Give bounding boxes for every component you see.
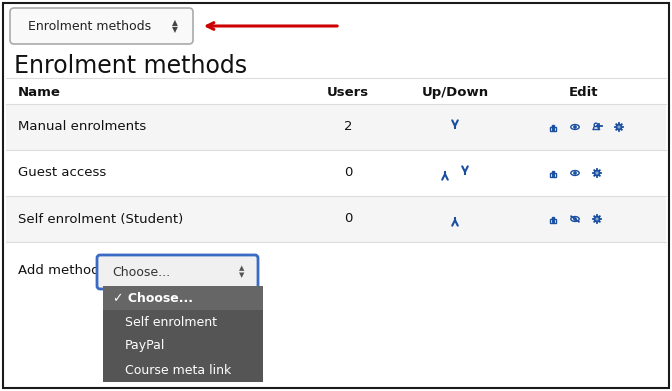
Text: ▼: ▼ <box>172 25 178 34</box>
Text: Enrolment methods: Enrolment methods <box>14 54 247 78</box>
FancyBboxPatch shape <box>3 3 669 388</box>
Text: PayPal: PayPal <box>125 339 165 353</box>
FancyBboxPatch shape <box>103 286 263 310</box>
Text: 2: 2 <box>344 120 352 133</box>
Circle shape <box>574 172 577 174</box>
Text: Course meta link: Course meta link <box>125 364 231 377</box>
Text: Enrolment methods: Enrolment methods <box>28 20 151 32</box>
FancyBboxPatch shape <box>97 255 258 289</box>
Text: ▼: ▼ <box>239 273 245 278</box>
Text: ▲: ▲ <box>239 265 245 271</box>
Text: Choose...: Choose... <box>112 265 170 278</box>
FancyBboxPatch shape <box>6 104 666 150</box>
FancyBboxPatch shape <box>10 8 193 44</box>
Text: Edit: Edit <box>569 86 598 99</box>
Circle shape <box>574 218 577 220</box>
Text: Manual enrolments: Manual enrolments <box>18 120 146 133</box>
Text: Up/Down: Up/Down <box>421 86 489 99</box>
FancyBboxPatch shape <box>6 196 666 242</box>
Text: ✓ Choose...: ✓ Choose... <box>113 292 193 305</box>
FancyBboxPatch shape <box>103 286 263 382</box>
Text: Add method:: Add method: <box>18 264 104 278</box>
Text: ▲: ▲ <box>172 18 178 27</box>
Text: Users: Users <box>327 86 369 99</box>
Text: 0: 0 <box>344 167 352 179</box>
FancyBboxPatch shape <box>6 150 666 196</box>
Text: Self enrolment: Self enrolment <box>125 316 217 328</box>
Text: Guest access: Guest access <box>18 167 106 179</box>
Text: 0: 0 <box>344 212 352 226</box>
Text: Name: Name <box>18 86 61 99</box>
Text: Self enrolment (Student): Self enrolment (Student) <box>18 212 183 226</box>
Circle shape <box>574 126 577 128</box>
